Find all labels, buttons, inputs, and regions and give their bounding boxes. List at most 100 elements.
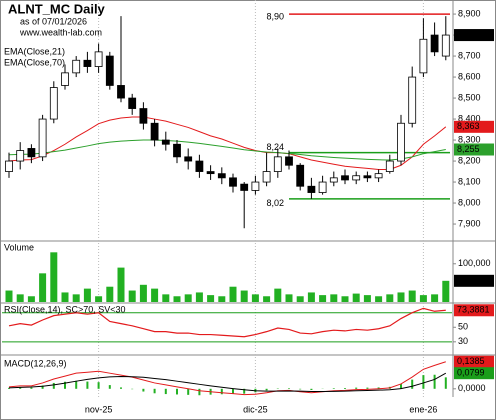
volume-bar — [39, 273, 47, 302]
last-value-label: 8,363 — [457, 121, 480, 131]
volume-bar — [285, 294, 293, 302]
volume-bar — [251, 294, 259, 302]
histogram-bar — [433, 374, 436, 389]
panel-title: RSI(Close,14), SC>70, SV<30 — [4, 304, 126, 314]
chart-title: ALNT_MC Daily — [8, 1, 106, 16]
candle-body — [16, 150, 25, 162]
candle-body — [128, 97, 137, 109]
histogram-bar — [176, 388, 178, 395]
y-tick-label: 8,400 — [458, 113, 481, 123]
level-label: 8,90 — [266, 11, 284, 21]
macd-line — [8, 361, 446, 396]
candle-body — [385, 160, 394, 172]
y-tick-label: 8,700 — [458, 50, 481, 60]
y-tick-label: 8,900 — [458, 8, 481, 18]
volume-bar — [61, 292, 69, 302]
last-value-box — [454, 367, 494, 380]
last-value-box — [454, 143, 494, 156]
candle-body — [419, 38, 428, 74]
volume-bar — [151, 288, 159, 302]
histogram-bar — [153, 388, 156, 394]
panel-title: MACD(12,26,9) — [4, 358, 67, 368]
candle-body — [363, 175, 372, 179]
volume-bar — [162, 294, 170, 302]
candle-body — [38, 118, 47, 158]
last-value-box — [454, 304, 494, 317]
candle-body — [83, 59, 92, 67]
candle-body — [139, 108, 148, 124]
level-label: 8,02 — [266, 198, 284, 208]
histogram-bar — [344, 388, 346, 389]
last-value-label: 0,0799 — [457, 368, 485, 378]
histogram-bar — [422, 375, 425, 389]
volume-bar — [184, 294, 192, 302]
volume-bar — [229, 286, 237, 302]
volume-bar — [27, 296, 35, 302]
histogram-bar — [164, 388, 167, 395]
candle-body — [217, 173, 226, 179]
candle-body — [94, 51, 103, 67]
candle-body — [441, 34, 450, 57]
y-tick-label: 8,200 — [458, 155, 481, 165]
candle-body — [408, 76, 417, 124]
volume-bar — [263, 296, 271, 302]
level-label: 8,24 — [266, 142, 284, 152]
ema-line — [8, 116, 447, 170]
histogram-bar — [332, 388, 335, 389]
volume-bar — [218, 296, 226, 302]
candle-body — [105, 55, 114, 86]
y-tick-label: 100,000 — [458, 258, 491, 268]
candle-body — [341, 175, 349, 181]
volume-bar — [352, 293, 360, 302]
volume-bar — [83, 288, 91, 302]
volume-bar — [128, 290, 136, 302]
histogram-bar — [187, 388, 190, 395]
volume-bar — [5, 290, 13, 302]
candle-body — [307, 185, 316, 193]
histogram-bar — [120, 387, 122, 389]
candle-body — [5, 160, 13, 172]
volume-bar — [386, 294, 394, 302]
histogram-bar — [64, 381, 66, 389]
y-tick-label: 0,0000 — [458, 383, 486, 393]
ema-line — [8, 139, 446, 161]
y-tick-label: 8,500 — [458, 92, 481, 102]
histogram-bar — [400, 384, 402, 389]
volume-bar — [72, 294, 80, 302]
candle-body — [374, 173, 383, 179]
legend-label: EMA(Close,21) — [4, 46, 65, 56]
volume-bar — [341, 296, 349, 302]
candle-body — [262, 171, 271, 183]
histogram-bar — [377, 387, 380, 389]
volume-bar — [307, 292, 315, 302]
candle-body — [206, 171, 215, 175]
last-value-box — [454, 355, 494, 368]
histogram-bar — [142, 388, 145, 392]
candle-body — [161, 139, 170, 145]
volume-bar — [296, 296, 304, 302]
candle-body — [397, 122, 405, 162]
volume-bar — [117, 267, 125, 302]
volume-bar — [207, 295, 215, 302]
histogram-bar — [75, 380, 78, 389]
volume-bar — [95, 296, 103, 302]
y-tick-label: 50 — [458, 322, 468, 332]
histogram-bar — [243, 388, 246, 394]
volume-bar — [397, 292, 405, 302]
volume-bar — [50, 252, 58, 302]
histogram-bar — [310, 388, 313, 390]
volume-bar — [274, 288, 282, 302]
candle-body — [61, 72, 69, 86]
candle-body — [329, 177, 338, 183]
last-value-box — [454, 29, 494, 42]
candle-body — [195, 160, 204, 172]
volume-bar — [408, 290, 416, 302]
histogram-bar — [220, 388, 223, 395]
volume-bar — [431, 294, 439, 302]
histogram-bar — [198, 388, 201, 396]
histogram-bar — [265, 388, 268, 391]
candle-body — [27, 148, 36, 158]
histogram-bar — [366, 387, 369, 389]
